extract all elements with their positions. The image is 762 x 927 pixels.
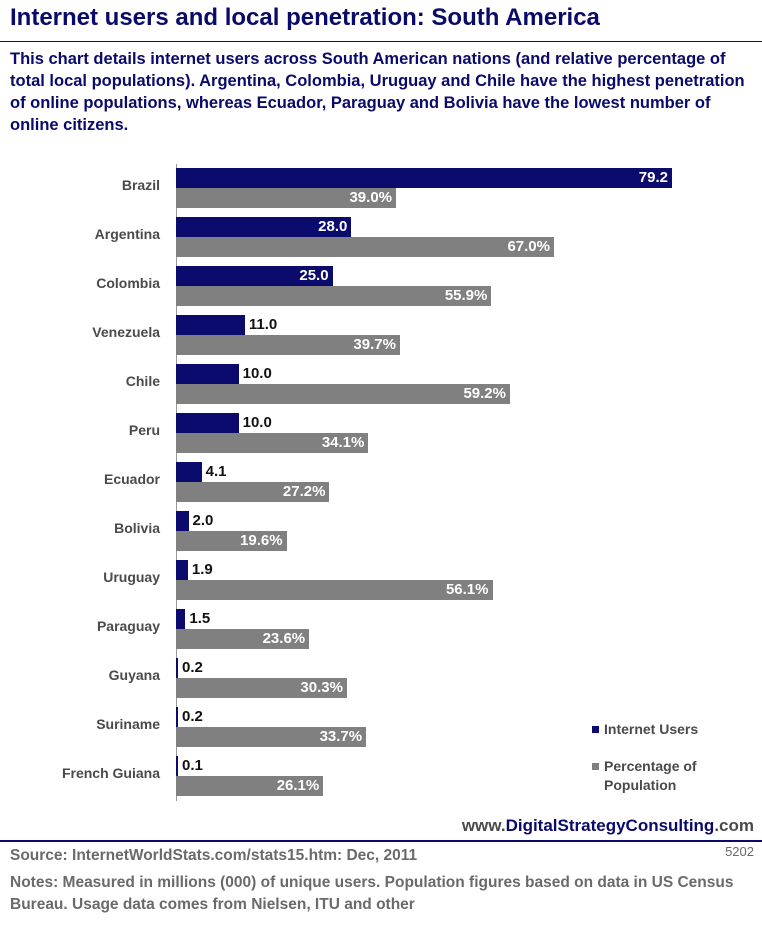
category-label-peru: Peru [128,422,160,438]
bar-percentage-of-population-venezuela [176,335,400,355]
data-label-percentage-of-population-bolivia: 19.6% [240,532,283,549]
bar-percentage-of-population-guyana [176,678,347,698]
data-label-internet-users-bolivia: 2.0 [192,512,214,529]
website-credit: www.DigitalStrategyConsulting.com [462,816,754,836]
website-prefix: www. [461,816,506,835]
data-label-percentage-of-population-colombia: 55.9% [444,287,488,304]
bar-percentage-of-population-suriname [176,727,367,747]
data-label-percentage-of-population-french-guiana: 26.1% [276,777,320,794]
data-label-internet-users-argentina: 28.0 [318,218,348,235]
bar-chart: Internet Users Percentage of Population … [0,160,762,810]
data-label-internet-users-suriname: 0.2 [182,708,203,725]
notes-text: Notes: Measured in millions (000) of uni… [10,874,734,913]
category-label-venezuela: Venezuela [92,324,160,340]
bar-percentage-of-population-chile [176,384,510,404]
category-label-brazil: Brazil [121,177,160,193]
category-label-colombia: Colombia [96,275,160,291]
data-label-percentage-of-population-brazil: 39.0% [349,189,393,206]
data-label-percentage-of-population-chile: 59.2% [463,385,506,402]
data-label-percentage-of-population-uruguay: 56.1% [445,581,489,598]
data-label-internet-users-colombia: 25.0 [299,267,329,284]
source-note: Source: InternetWorldStats.com/stats15.h… [10,847,418,864]
data-label-percentage-of-population-suriname: 33.7% [319,728,363,745]
chart-code: 5202 [725,844,754,859]
bar-percentage-of-population-peru [176,433,369,453]
bar-internet-users-french-guiana [176,756,178,776]
bar-percentage-of-population-argentina [176,237,554,257]
legend-swatch-percentage-of-population [592,763,599,770]
bar-internet-users-peru [176,413,239,433]
data-label-internet-users-uruguay: 1.9 [191,561,213,578]
category-label-paraguay: Paraguay [96,618,160,634]
data-label-percentage-of-population-argentina: 67.0% [507,238,550,255]
data-label-internet-users-brazil: 79.2 [638,169,668,186]
data-label-internet-users-guyana: 0.2 [182,659,203,676]
bar-internet-users-venezuela [176,315,245,335]
footer-divider [0,840,762,842]
category-label-french-guiana: French Guiana [61,765,160,781]
title-divider [0,41,762,42]
bar-percentage-of-population-colombia [176,286,492,306]
bar-percentage-of-population-uruguay [176,580,493,600]
category-label-guyana: Guyana [108,667,160,683]
bar-internet-users-guyana [176,658,178,678]
legend-swatch-internet-users [592,726,599,733]
page-title: Internet users and local penetration: So… [10,4,600,31]
bar-internet-users-ecuador [176,462,202,482]
bar-internet-users-chile [176,364,239,384]
bar-internet-users-suriname [176,707,178,727]
bar-internet-users-paraguay [176,609,186,629]
category-label-chile: Chile [125,373,160,389]
data-label-internet-users-paraguay: 1.5 [189,610,211,627]
category-label-suriname: Suriname [96,716,160,732]
bar-internet-users-brazil [176,168,672,188]
data-label-internet-users-chile: 10.0 [242,365,272,382]
bar-percentage-of-population-ecuador [176,482,330,502]
category-label-uruguay: Uruguay [103,569,160,585]
website-suffix: .com [714,816,754,835]
bar-percentage-of-population-bolivia [176,531,287,551]
legend-label-internet-users: Internet Users [604,721,699,737]
bar-internet-users-argentina [176,217,352,237]
bar-percentage-of-population-paraguay [176,629,310,649]
data-label-internet-users-french-guiana: 0.1 [182,757,203,774]
data-label-internet-users-ecuador: 4.1 [205,463,227,480]
bar-internet-users-bolivia [176,511,189,531]
category-label-ecuador: Ecuador [103,471,160,487]
bar-internet-users-uruguay [176,560,188,580]
data-label-percentage-of-population-venezuela: 39.7% [353,336,396,353]
data-label-percentage-of-population-peru: 34.1% [321,434,365,451]
chart-description: This chart details internet users across… [10,50,745,134]
data-label-internet-users-venezuela: 11.0 [248,316,278,333]
data-label-percentage-of-population-guyana: 30.3% [300,679,343,696]
data-label-percentage-of-population-ecuador: 27.2% [282,483,326,500]
data-label-internet-users-peru: 10.0 [242,414,272,431]
bar-internet-users-colombia [176,266,333,286]
legend-label-percentage-of-population: Percentage of Population [604,758,697,793]
data-label-percentage-of-population-paraguay: 23.6% [262,630,306,647]
website-name: DigitalStrategyConsulting [505,816,715,835]
category-label-bolivia: Bolivia [114,520,160,536]
bar-percentage-of-population-brazil [176,188,397,208]
bar-percentage-of-population-french-guiana [176,776,324,796]
category-label-argentina: Argentina [94,226,160,242]
